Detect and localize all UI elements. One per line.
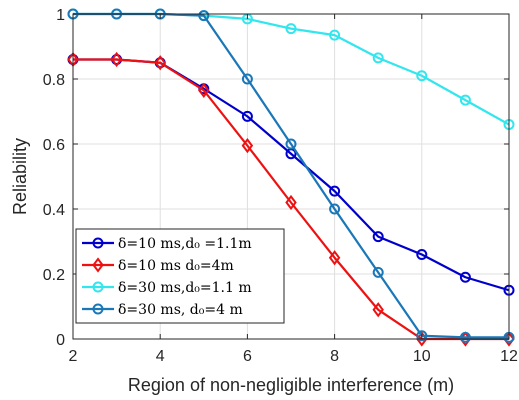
legend: δ=10 ms,d₀ =1.1m δ=10 ms d₀=4m δ=30 ms,d₀=…: [75, 228, 285, 324]
data-point-marker: [154, 55, 166, 71]
data-point-marker: [416, 331, 428, 347]
plot-frame: [72, 13, 510, 340]
data-point-marker: [372, 231, 384, 243]
data-point-marker: [285, 194, 297, 211]
data-point-marker: [372, 52, 384, 64]
legend-entry: δ=30 ms,d₀=1.1 m: [82, 280, 252, 296]
data-point-marker: [198, 82, 210, 99]
x-tick-label: 4: [156, 348, 165, 365]
legend-marker: [92, 303, 104, 315]
x-tick-label: 12: [500, 348, 518, 365]
y-tick-label: 0.6: [43, 137, 65, 154]
data-point-marker: [329, 29, 341, 41]
legend-label: δ=10 ms,d₀ =1.1m: [118, 236, 252, 252]
legend-label: δ=10 ms d₀=4m: [118, 258, 234, 274]
x-axis-label: Region of non-negligible interference (m…: [128, 375, 454, 395]
data-point-marker: [241, 73, 253, 85]
legend-entry: δ=10 ms,d₀ =1.1m: [82, 236, 252, 252]
y-axis-label: Reliability: [10, 138, 30, 215]
y-tick-label: 1: [56, 7, 65, 24]
legend-marker: [92, 281, 104, 293]
legend-entry: δ=30 ms, d₀=4 m: [82, 302, 243, 318]
legend-box: [75, 228, 285, 324]
data-point-marker: [198, 10, 210, 22]
data-point-marker: [329, 185, 341, 197]
data-point-marker: [459, 94, 471, 106]
x-tick-label: 6: [243, 348, 252, 365]
y-tick-label: 0.2: [43, 267, 65, 284]
data-point-marker: [241, 110, 253, 122]
axis-ticks: 2 4 6 8 10 12 0 0.2 0.4 0.6 0.8 1: [43, 7, 518, 365]
data-point-marker: [416, 249, 428, 260]
data-point-marker: [110, 51, 123, 68]
legend-entry: δ=10 ms d₀=4m: [82, 257, 234, 274]
data-point-marker: [459, 271, 471, 283]
x-tick-label: 8: [330, 348, 339, 365]
x-tick-label: 2: [69, 348, 78, 365]
data-point-marker: [285, 23, 297, 35]
legend-label: δ=30 ms, d₀=4 m: [118, 302, 243, 318]
y-tick-label: 0: [56, 332, 65, 349]
x-tick-label: 10: [413, 348, 431, 365]
legend-marker: [92, 257, 104, 273]
data-point-marker: [459, 331, 471, 343]
y-tick-label: 0.4: [43, 202, 65, 219]
data-point-marker: [241, 137, 254, 154]
data-point-marker: [372, 302, 384, 318]
data-point-marker: [416, 330, 428, 342]
data-point-marker: [285, 138, 297, 150]
legend-marker: [92, 237, 104, 249]
data-point-marker: [328, 250, 341, 266]
y-tick-label: 0.8: [43, 72, 65, 89]
legend-label: δ=30 ms,d₀=1.1 m: [118, 280, 252, 296]
data-point-marker: [416, 70, 428, 82]
data-point-marker: [329, 203, 341, 215]
data-point-marker: [372, 266, 384, 278]
